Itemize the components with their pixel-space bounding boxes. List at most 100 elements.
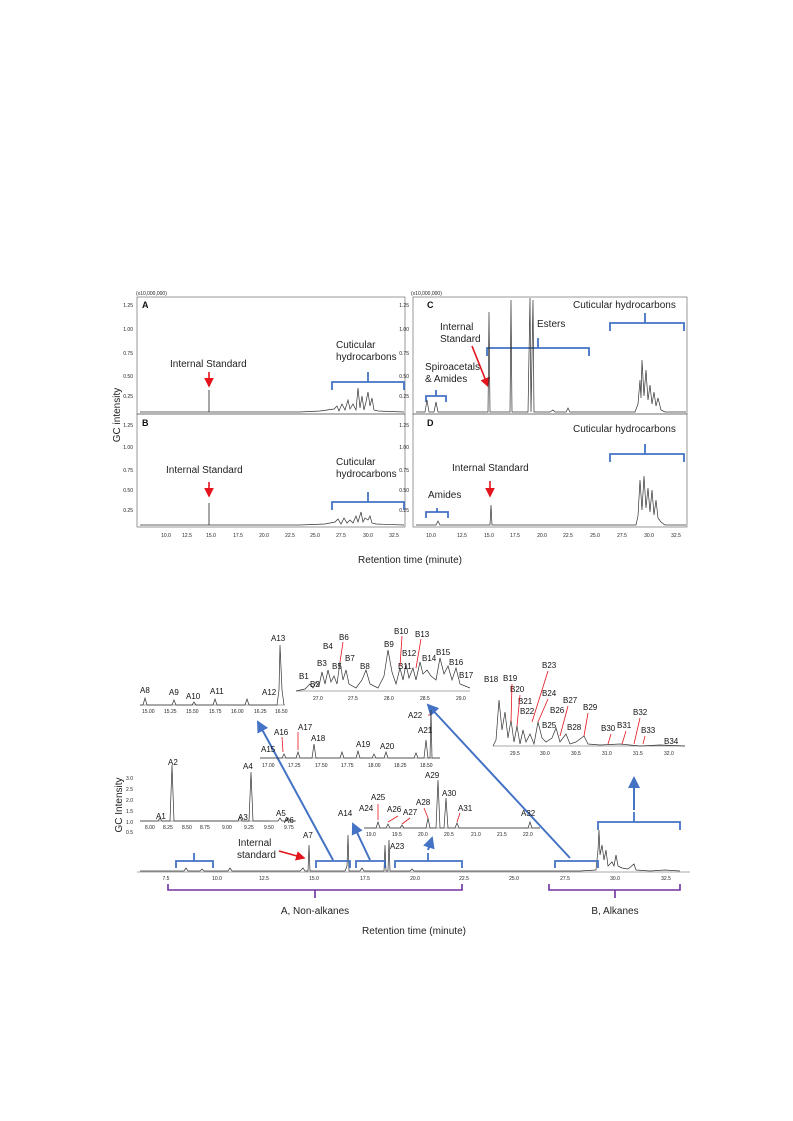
bracket	[609, 444, 685, 462]
peak-label-b31: B31	[617, 721, 632, 730]
peak-label-a17: A17	[298, 723, 313, 732]
bracket	[331, 492, 405, 510]
x-tick: 30.0	[610, 876, 620, 882]
peak-label-b10: B10	[394, 627, 409, 636]
peak-label-b16: B16	[449, 658, 464, 667]
cuticular-label-line2: hydrocarbons	[336, 352, 397, 363]
peak-leader	[633, 717, 641, 745]
y-tick: 1.25	[399, 423, 409, 429]
fig2-y-ticks: 3.0 2.5 2.0 1.5 1.0 0.5	[126, 776, 133, 836]
x-tick: 17.5	[233, 533, 243, 539]
panel-letter: B	[142, 418, 149, 428]
peak-label-b5: B5	[332, 662, 342, 671]
peak-label-a26: A26	[387, 805, 402, 814]
peak-label-a6: A6	[284, 816, 294, 825]
x-tick: 16.00	[231, 709, 244, 715]
x-tick: 30.0	[363, 533, 373, 539]
internal-standard-label: Internal Standard	[170, 359, 247, 370]
y-tick: 0.5	[126, 830, 133, 836]
peak-label-a3: A3	[238, 813, 248, 822]
x-tick: 15.50	[186, 709, 199, 715]
x-tick: 32.5	[671, 533, 681, 539]
x-tick: 25.0	[509, 876, 519, 882]
x-tick: 25.0	[310, 533, 320, 539]
y-tick: 1.25	[399, 303, 409, 309]
peak-label-a30: A30	[442, 789, 457, 798]
peak-label-b20: B20	[510, 685, 525, 694]
peak-label-b25: B25	[542, 721, 557, 730]
x-tick: 28.5	[420, 696, 430, 702]
bracket-inset5	[554, 860, 599, 868]
x-tick: 22.5	[285, 533, 295, 539]
x-tick: 22.5	[459, 876, 469, 882]
x-tick: 18.25	[394, 763, 407, 769]
bracket	[425, 508, 449, 518]
peak-label-a31: A31	[458, 804, 473, 813]
peak-label-a20: A20	[380, 742, 395, 751]
x-tick: 10.0	[426, 533, 436, 539]
arrow-to-inset5	[426, 703, 571, 859]
peak-label-b11: B11	[398, 662, 412, 671]
x-tick: 27.5	[617, 533, 627, 539]
peak-leader	[456, 812, 461, 823]
peak-label-a5: A5	[276, 809, 286, 818]
y-tick: 0.50	[399, 488, 409, 494]
scale-label-left: (x10,000,000)	[136, 291, 167, 297]
arrow-to-inset2	[257, 720, 334, 861]
peak-label-b14: B14	[422, 654, 437, 663]
panel-b: B Internal Standard Cuticular hydrocarbo…	[140, 418, 405, 526]
x-tick: 9.75	[284, 825, 294, 831]
x-tick: 8.00	[145, 825, 155, 831]
peak-label-a25: A25	[371, 793, 386, 802]
x-tick: 17.5	[360, 876, 370, 882]
y-tick: 1.25	[123, 303, 133, 309]
group-a-label: A, Non-alkanes	[281, 906, 349, 917]
peak-label-a23: A23	[390, 842, 405, 851]
x-tick: 16.50	[275, 709, 288, 715]
group-a-brace	[167, 884, 463, 898]
inset-1: A1 A2 A3 A4 A5 A6 8.00 8.25 8.50 8.75 9.…	[140, 758, 296, 831]
y-tick: 1.5	[126, 809, 133, 815]
fig2-y-axis-title: GC Intensity	[114, 777, 125, 832]
x-tick: 8.25	[163, 825, 173, 831]
inset-2: A8 A9 A10 A11 A12 A13 15.00 15.25 15.50 …	[140, 634, 288, 715]
internal-standard-line2: Standard	[440, 334, 481, 345]
peak-label-a12: A12	[262, 688, 277, 697]
peak-label-b30: B30	[601, 724, 616, 733]
peak-leader	[516, 694, 521, 727]
y-tick: 3.0	[126, 776, 133, 782]
y-tick: 0.25	[123, 508, 133, 514]
x-tick: 15.0	[309, 876, 319, 882]
inset-6: B18 B19 B20 B21 B22 B23 B24 B25 B26 B27 …	[484, 661, 686, 757]
x-tick: 17.5	[510, 533, 520, 539]
peak-leader	[339, 641, 344, 663]
peak-label-b7: B7	[345, 654, 355, 663]
x-tick: 12.5	[182, 533, 192, 539]
peak-label-a10: A10	[186, 692, 201, 701]
x-tick: 9.25	[244, 825, 254, 831]
x-tick: 27.5	[348, 696, 358, 702]
x-tick: 17.50	[315, 763, 328, 769]
x-tick: 19.5	[392, 832, 402, 838]
x-tick: 32.0	[664, 751, 674, 757]
peak-label-b1: B1	[299, 672, 309, 681]
x-tick: 20.5	[444, 832, 454, 838]
bracket-alkanes	[597, 812, 681, 830]
y-tick: 0.75	[123, 351, 133, 357]
x-tick: 15.25	[164, 709, 177, 715]
x-tick: 19.0	[366, 832, 376, 838]
inset-trace	[492, 699, 686, 747]
group-b-label: B, Alkanes	[591, 906, 638, 917]
fig1-left-x-ticks: 10.0 12.5 15.0 17.5 20.0 22.5 25.0 27.5 …	[161, 533, 399, 539]
peak-label-a4: A4	[243, 762, 253, 771]
y-tick: 0.25	[399, 508, 409, 514]
chromatogram-trace	[416, 297, 686, 413]
x-tick: 20.0	[259, 533, 269, 539]
peak-leader	[423, 807, 429, 819]
y-tick: 0.25	[399, 394, 409, 400]
peak-label-a32: A32	[521, 809, 536, 818]
x-tick: 15.0	[206, 533, 216, 539]
x-tick: 20.0	[410, 876, 420, 882]
peak-label-b9: B9	[384, 640, 394, 649]
scale-label-right: (x10,000,000)	[411, 291, 442, 297]
